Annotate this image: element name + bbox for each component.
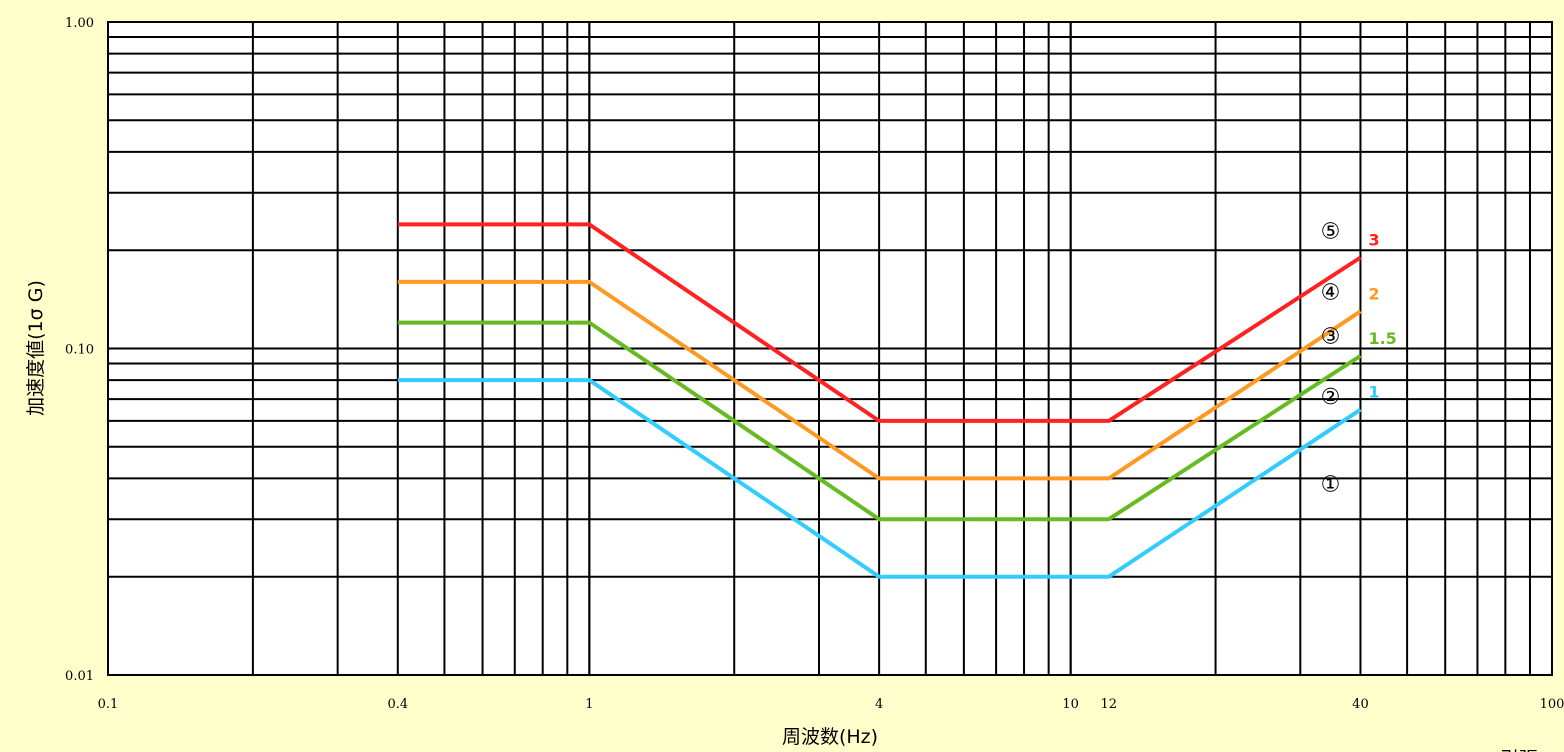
corner-text: 引張 (1500, 748, 1538, 752)
series-line-3 (397, 279, 1362, 481)
end-label-1: 1 (1368, 383, 1379, 402)
circle-label-4: ④ (1321, 280, 1341, 305)
x-tick-label: 4 (875, 697, 883, 712)
y-tick-label: 0.10 (65, 343, 94, 358)
circle-label-5: ⑤ (1321, 219, 1341, 244)
series-line-2 (397, 320, 1362, 522)
end-label-4: 3 (1368, 230, 1379, 249)
circle-label-3: ③ (1321, 324, 1341, 349)
circle-label-1: ① (1321, 473, 1341, 498)
y-tick-label: 1.00 (65, 16, 94, 31)
y-axis-title: 加速度値(1σ G) (25, 280, 47, 416)
end-label-3: 2 (1368, 284, 1379, 303)
x-tick-label: 0.1 (98, 697, 119, 712)
x-tick-label: 10 (1062, 697, 1079, 712)
curve-labels: ① 1 ② 1.5 ③ 2 ④ 3 ⑤ (1321, 219, 1397, 497)
end-label-2: 1.5 (1368, 329, 1396, 348)
circle-label-2: ② (1321, 385, 1341, 410)
x-tick-label: 100 (1540, 697, 1564, 712)
x-tick-label: 40 (1352, 697, 1369, 712)
x-tick-label: 1 (585, 697, 593, 712)
series-group (397, 222, 1362, 579)
x-tick-label: 12 (1101, 697, 1118, 712)
series-line-4 (397, 222, 1362, 423)
y-tick-label: 0.01 (65, 669, 94, 684)
series-line-1 (397, 378, 1362, 579)
x-axis-title: 周波数(Hz) (782, 726, 878, 748)
x-tick-label: 0.4 (387, 697, 408, 712)
